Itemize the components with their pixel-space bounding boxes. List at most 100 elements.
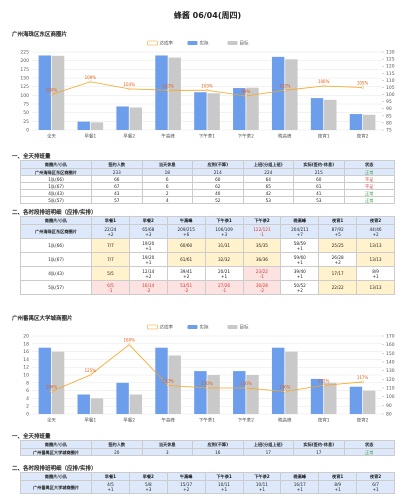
table-cell: 65/68 +3	[128, 224, 168, 239]
table-body: 广州海珠区东区商圈片 233 18 214 224 215 正常 1队(66) 66 6 60 64 6…	[20, 168, 395, 204]
table-cell: 1队(67)	[20, 182, 92, 190]
table-cell: 13/13	[356, 252, 395, 267]
bar	[90, 122, 104, 130]
y-tick-label: 25	[23, 119, 29, 125]
table-cell: 35/35	[242, 238, 282, 253]
cell-value: 5/5	[107, 271, 114, 276]
table-row: 1队(66) 7/7 19/20 +1 60/60 31/31 35/35 58/59 +1 25…	[20, 238, 395, 253]
table-cell: 10/11 +1	[242, 480, 282, 494]
header-cell: 实际(签约-休息)	[293, 160, 345, 169]
header-cell: 早餐2	[128, 472, 168, 481]
table-cell: 7/7	[91, 238, 130, 253]
cell-value: 16/14	[142, 282, 155, 288]
header-row: 商圈片/小队 早餐1 早餐2 午高峰 下午茶1 下午茶2 晚高峰 夜宵1 夜宵2	[20, 472, 395, 481]
table-cell: 4	[141, 196, 193, 204]
y-tick-label: 10	[23, 373, 29, 379]
cell-delta: +1	[258, 487, 266, 492]
cell-value: 36/36	[255, 257, 268, 262]
line-point	[50, 93, 53, 96]
header-cell: 下午茶2	[242, 472, 282, 481]
y-tick-label: 12	[23, 365, 29, 371]
line-point	[322, 84, 325, 88]
table-head: 商圈片/小队 签约人数 当天休息 应到(不算) 上班(分组上班) 实际(签约-休息) 状态	[20, 160, 395, 169]
bar	[116, 106, 129, 130]
table-cell: 32/32	[204, 252, 244, 267]
cell-value: 39/41	[180, 268, 193, 274]
legend-label: 实际	[200, 324, 209, 331]
y-tick-label: 150	[20, 76, 29, 82]
table-head: 商圈片/小队 早餐1 早餐2 午高峰 下午茶1 下午茶2 晚高峰 夜宵1 夜宵2	[20, 472, 395, 481]
table-cell: 16	[192, 448, 244, 456]
cell-value: 19/20	[142, 254, 155, 260]
bar	[155, 347, 168, 414]
cell-delta: +1	[372, 273, 379, 279]
table-cell: 61/61	[166, 252, 206, 267]
table-cell: 20	[91, 448, 143, 456]
table-cell: 16/14 -2	[128, 280, 168, 295]
header-cell: 商圈片/小队	[20, 472, 92, 481]
table-cell: 16/17 +1	[280, 480, 320, 494]
cell-delta: -1	[259, 231, 265, 237]
y2-tick-label: 140	[386, 360, 395, 366]
bar	[51, 351, 65, 414]
header-cell: 上班(分组上班)	[242, 440, 294, 449]
cell-delta: -2	[259, 287, 265, 293]
line-point	[361, 86, 364, 89]
table-row: 4队(43) 43 2 40 42 41 正常	[20, 189, 395, 197]
cell-delta: -2	[146, 287, 151, 293]
line-point	[89, 373, 92, 377]
y2-tick-label: 90	[386, 403, 392, 409]
bar	[362, 390, 376, 414]
x-tick-label: 早餐2	[123, 417, 135, 424]
line-point	[205, 89, 209, 92]
table-cell: 17/17	[318, 266, 358, 281]
table-cell: 215	[293, 168, 345, 176]
legend-swatch	[227, 325, 238, 329]
table-cell: 3	[141, 448, 193, 456]
data-label: 103%	[279, 83, 291, 88]
page-title: 蜂酱 06/04(周四)	[173, 11, 242, 20]
cell-value: 8/9	[334, 482, 342, 487]
cell-value: 6/5	[107, 282, 114, 288]
cell-delta: +2	[107, 231, 114, 237]
x-tick-label: 下午茶2	[238, 133, 254, 140]
data-label: 117%	[357, 375, 369, 380]
table-cell: 39/40 +1	[280, 266, 320, 281]
cell-value: 13/13	[369, 257, 382, 262]
table-cell: 40	[192, 189, 244, 197]
bar	[77, 394, 90, 414]
cell-delta: +2	[296, 287, 303, 293]
legend-label: 目标	[240, 324, 249, 331]
table-cell: 53/51 -2	[166, 280, 206, 295]
x-tick-label: 早餐2	[123, 133, 135, 140]
table-row: 1队(67) 7/7 19/20 +1 61/61 32/32 36/36 59/60 +1 26…	[20, 252, 395, 267]
y-tick-label: 50	[23, 110, 29, 116]
table-row: 广州海珠区东区商圈片 233 18 214 224 215 正常	[20, 168, 395, 176]
cell-delta: +5	[334, 231, 341, 237]
table-cell: 6	[141, 175, 193, 183]
x-tick-label: 下午茶1	[199, 133, 215, 140]
header-cell: 状态	[343, 440, 395, 449]
table-cell: 26/28 +2	[318, 252, 358, 267]
table-cell: 正常	[343, 189, 395, 197]
table-cell: 5队(57)	[20, 280, 92, 295]
data-label: 103%	[201, 83, 213, 88]
table-cell: 52	[192, 196, 244, 204]
cell-value: 122/121	[253, 226, 271, 232]
line-point	[244, 386, 248, 390]
table-cell: 广州海珠区东区商圈片	[20, 224, 92, 239]
table-row: 5队(57) 57 4 52 53 53 正常	[20, 196, 395, 204]
cell-value: 26/28	[331, 254, 344, 260]
table-cell: 122/121 -1	[242, 224, 282, 239]
cell-value: 59/60	[293, 254, 306, 260]
y-tick-label: 16	[23, 349, 29, 355]
cell-delta: +1	[107, 487, 114, 492]
cell-value: 106/109	[215, 226, 233, 232]
cell-delta: -1	[259, 273, 265, 279]
x-tick-label: 晚高峰	[278, 133, 292, 140]
line-point	[127, 343, 131, 346]
header-cell: 应到(不算)	[192, 440, 244, 449]
cell-value: 50/52	[293, 282, 306, 288]
